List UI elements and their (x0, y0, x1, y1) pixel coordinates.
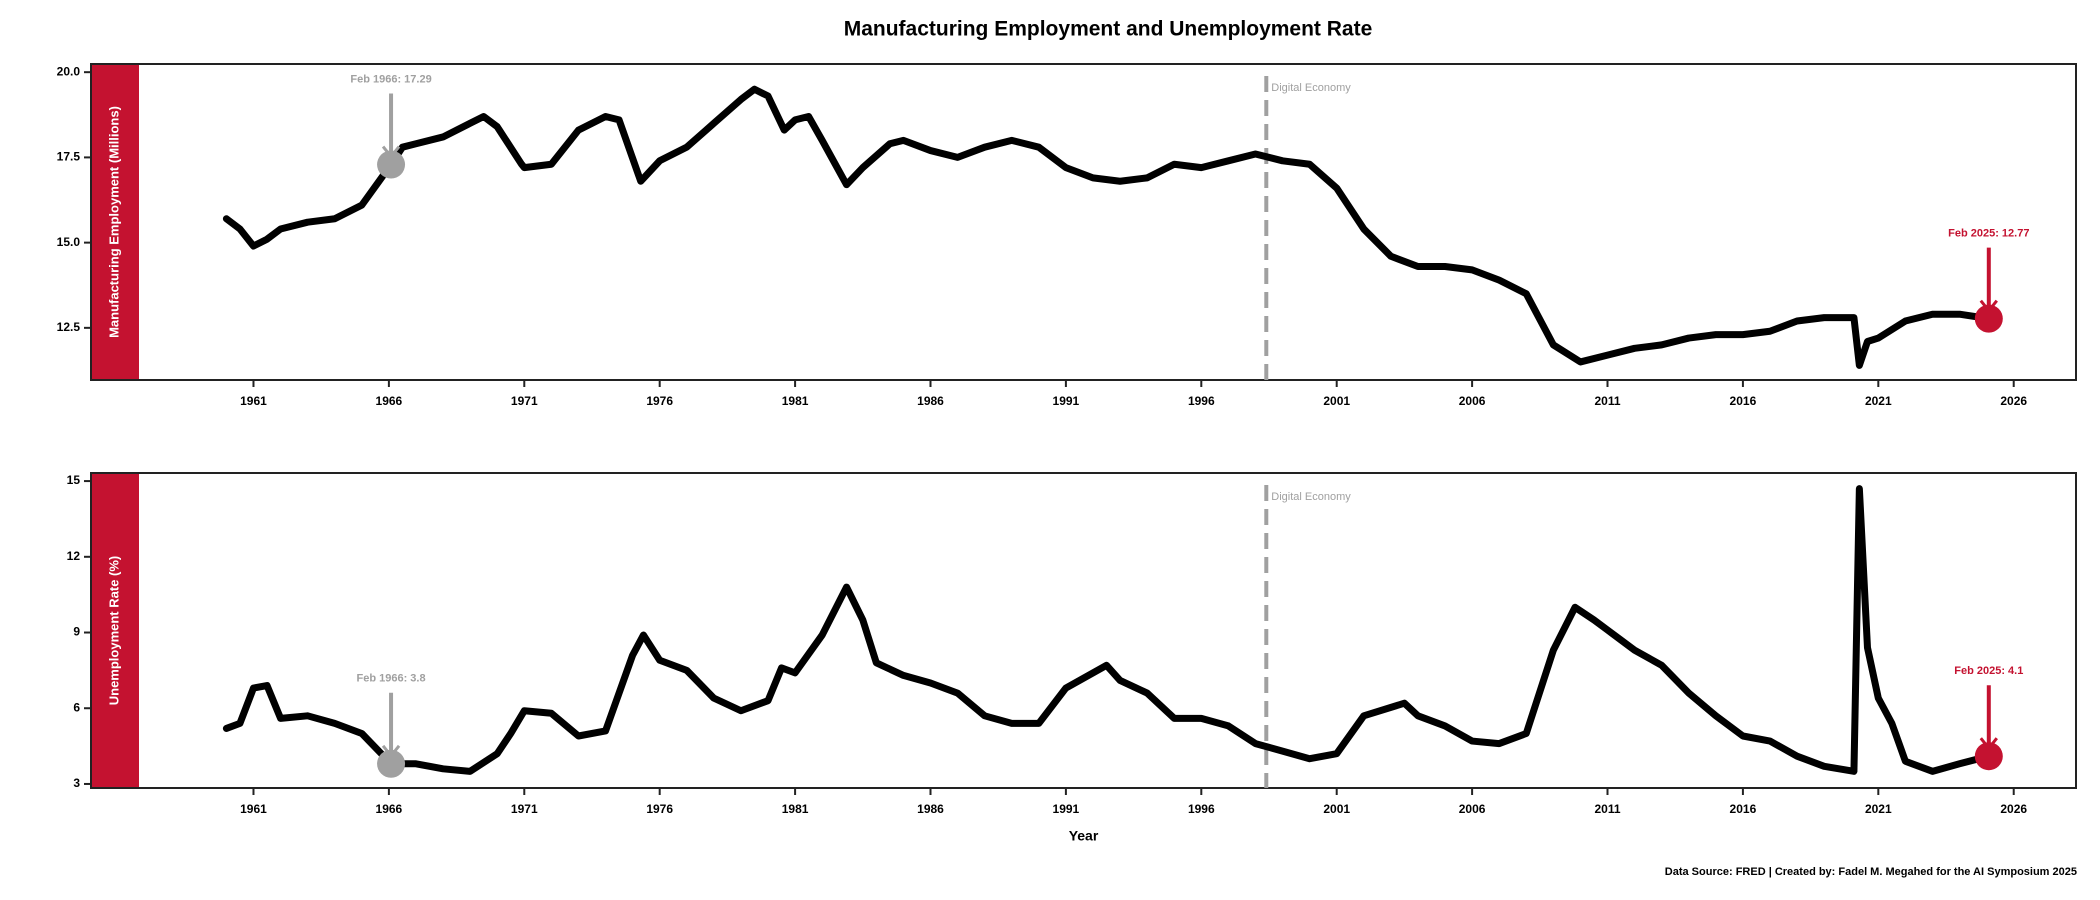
figure-title: Manufacturing Employment and Unemploymen… (844, 18, 1373, 41)
y-tick-label: 12 (67, 549, 81, 563)
x-tick-label: 1996 (1188, 802, 1215, 816)
x-tick-label: 1976 (646, 802, 673, 816)
x-tick-label: 2016 (1730, 802, 1757, 816)
x-tick-label: 2026 (2000, 394, 2027, 408)
y-tick-label: 17.5 (57, 150, 81, 164)
annotation-point (1974, 304, 2003, 333)
x-tick-label: 2006 (1459, 394, 1486, 408)
x-tick-label: 2011 (1594, 394, 1620, 408)
y-tick-label: 15 (67, 473, 81, 487)
reference-label: Digital Economy (1271, 491, 1351, 503)
x-tick-label: 1966 (376, 802, 403, 816)
x-tick-label: 2011 (1594, 802, 1620, 816)
y-tick-label: 15.0 (57, 235, 81, 249)
data-line (222, 85, 1993, 369)
x-tick-label: 1986 (917, 802, 944, 816)
y-axis-label: Manufacturing Employment (Millions) (106, 106, 121, 338)
annotation-label: Feb 2025: 12.77 (1948, 228, 2029, 240)
plot-frame (90, 63, 2077, 381)
x-tick-label: 2001 (1323, 394, 1350, 408)
x-tick-label: 1981 (782, 394, 809, 408)
data-line (222, 485, 1993, 775)
annotation-label: Feb 1966: 17.29 (350, 73, 431, 85)
y-tick-label: 6 (73, 700, 80, 714)
ylabel-band (91, 64, 139, 380)
y-tick-label: 12.5 (57, 320, 81, 334)
x-tick-label: 1976 (646, 394, 673, 408)
x-tick-label: 1971 (511, 802, 538, 816)
x-tick-label: 1961 (240, 802, 267, 816)
annotation-label: Feb 1966: 3.8 (357, 673, 426, 685)
x-tick-label: 2006 (1459, 802, 1486, 816)
x-tick-label: 1981 (782, 802, 809, 816)
plot-frame (90, 472, 2077, 789)
x-tick-label: 2016 (1730, 394, 1757, 408)
x-tick-label: 1996 (1188, 394, 1215, 408)
annotation-label: Feb 2025: 4.1 (1954, 665, 2023, 677)
reference-label: Digital Economy (1271, 82, 1351, 94)
x-tick-label: 2026 (2000, 802, 2027, 816)
x-tick-label: 2021 (1865, 802, 1892, 816)
x-tick-label: 2001 (1323, 802, 1350, 816)
x-axis-label: Year (1069, 828, 1099, 844)
x-tick-label: 1991 (1053, 394, 1080, 408)
x-tick-label: 1971 (511, 394, 538, 408)
annotation-point (377, 150, 406, 179)
y-tick-label: 20.0 (57, 64, 81, 78)
x-tick-label: 1961 (240, 394, 267, 408)
y-tick-label: 9 (73, 625, 80, 639)
x-tick-label: 1991 (1053, 802, 1080, 816)
ylabel-band (91, 473, 139, 788)
x-tick-label: 1986 (917, 394, 944, 408)
source-note: Data Source: FRED | Created by: Fadel M.… (1665, 866, 2077, 878)
y-tick-label: 3 (73, 776, 80, 790)
x-tick-label: 1966 (376, 394, 403, 408)
annotation-point (1974, 742, 2003, 771)
annotation-point (377, 749, 406, 778)
y-axis-label: Unemployment Rate (%) (106, 556, 121, 706)
x-tick-label: 2021 (1865, 394, 1892, 408)
